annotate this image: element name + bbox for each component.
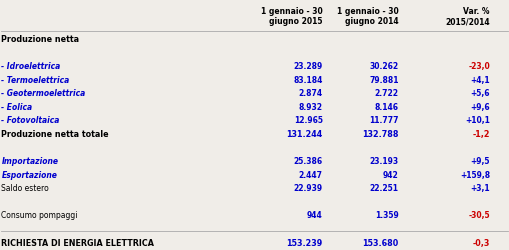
Text: 83.184: 83.184 [294, 75, 323, 84]
Text: 25.386: 25.386 [294, 156, 323, 166]
Text: 944: 944 [307, 210, 323, 220]
Text: -30,5: -30,5 [468, 210, 490, 220]
Text: +3,1: +3,1 [470, 184, 490, 192]
Text: Consumo pompaggi: Consumo pompaggi [2, 210, 78, 220]
Text: Produzione netta totale: Produzione netta totale [2, 130, 109, 138]
Text: 2.722: 2.722 [375, 89, 399, 98]
Text: 22.251: 22.251 [370, 184, 399, 192]
Text: 1 gennaio - 30
giugno 2015: 1 gennaio - 30 giugno 2015 [261, 7, 323, 26]
Text: - Termoelettrica: - Termoelettrica [2, 75, 70, 84]
Text: 153.239: 153.239 [287, 238, 323, 247]
Text: +9,5: +9,5 [470, 156, 490, 166]
Text: Produzione netta: Produzione netta [2, 35, 79, 44]
Text: 942: 942 [383, 170, 399, 179]
Text: 23.289: 23.289 [294, 62, 323, 71]
Text: 11.777: 11.777 [369, 116, 399, 125]
Text: - Geotermoelettrica: - Geotermoelettrica [2, 89, 86, 98]
Text: 22.939: 22.939 [294, 184, 323, 192]
Text: 2.447: 2.447 [299, 170, 323, 179]
Text: RICHIESTA DI ENERGIA ELETTRICA: RICHIESTA DI ENERGIA ELETTRICA [2, 238, 154, 247]
Text: Var. %
2015/2014: Var. % 2015/2014 [445, 7, 490, 26]
Text: - Eolica: - Eolica [2, 102, 33, 111]
Text: +159,8: +159,8 [460, 170, 490, 179]
Text: 132.788: 132.788 [362, 130, 399, 138]
Text: 23.193: 23.193 [370, 156, 399, 166]
Text: 30.262: 30.262 [370, 62, 399, 71]
Text: +10,1: +10,1 [465, 116, 490, 125]
Text: -0,3: -0,3 [472, 238, 490, 247]
Text: 12.965: 12.965 [294, 116, 323, 125]
Text: -23,0: -23,0 [468, 62, 490, 71]
Text: Importazione: Importazione [2, 156, 59, 166]
Text: 153.680: 153.680 [362, 238, 399, 247]
Text: +5,6: +5,6 [470, 89, 490, 98]
Text: 8.932: 8.932 [299, 102, 323, 111]
Text: 131.244: 131.244 [287, 130, 323, 138]
Text: - Idroelettrica: - Idroelettrica [2, 62, 61, 71]
Text: 2.874: 2.874 [299, 89, 323, 98]
Text: 79.881: 79.881 [369, 75, 399, 84]
Text: Saldo estero: Saldo estero [2, 184, 49, 192]
Text: - Fotovoltaica: - Fotovoltaica [2, 116, 60, 125]
Text: -1,2: -1,2 [472, 130, 490, 138]
Text: 8.146: 8.146 [375, 102, 399, 111]
Text: 1.359: 1.359 [375, 210, 399, 220]
Text: 1 gennaio - 30
giugno 2014: 1 gennaio - 30 giugno 2014 [337, 7, 399, 26]
Text: Esportazione: Esportazione [2, 170, 58, 179]
Text: +9,6: +9,6 [470, 102, 490, 111]
Text: +4,1: +4,1 [470, 75, 490, 84]
